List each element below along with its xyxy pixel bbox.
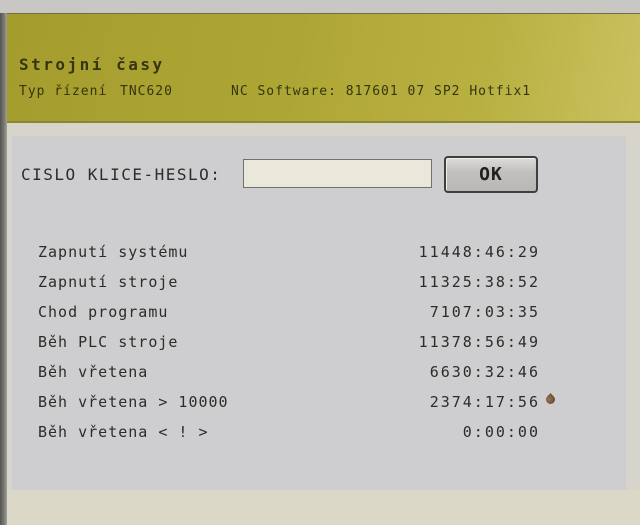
- control-type-label: Typ řízení: [19, 84, 108, 99]
- ok-button[interactable]: OK: [444, 156, 538, 193]
- time-row-value: 11378:56:49: [418, 333, 540, 351]
- nc-software-label: NC Software:: [231, 84, 337, 99]
- stain-droplet-icon: [544, 393, 557, 406]
- bottom-strip: [7, 490, 640, 525]
- nc-software-value: 817601 07 SP2 Hotfix1: [345, 84, 532, 99]
- left-bezel: [0, 13, 7, 525]
- table-row: Běh vřetena 6630:32:46: [12, 357, 626, 387]
- time-row-label: Chod programu: [38, 303, 169, 321]
- time-row-value: 6630:32:46: [429, 363, 540, 381]
- time-row-label: Zapnutí systému: [38, 243, 189, 261]
- header: Strojní časy Typ řízení TNC620 NC Softwa…: [7, 13, 640, 123]
- key-password-form: CISLO KLICE-HESLO: OK: [12, 136, 626, 206]
- nc-software-info: NC Software: 817601 07 SP2 Hotfix1: [231, 84, 531, 99]
- time-row-label: Běh vřetena < ! >: [38, 423, 209, 441]
- page-title: Strojní časy: [19, 55, 165, 74]
- time-row-label: Běh vřetena: [38, 363, 149, 381]
- time-row-value: 7107:03:35: [429, 303, 540, 321]
- key-password-input[interactable]: [243, 159, 432, 188]
- machine-times-list: Zapnutí systému 11448:46:29 Zapnutí stro…: [12, 237, 626, 447]
- table-row: Zapnutí stroje 11325:38:52: [12, 267, 626, 297]
- table-row: Chod programu 7107:03:35: [12, 297, 626, 327]
- table-row: Běh vřetena > 10000 2374:17:56: [12, 387, 626, 417]
- time-row-value: 2374:17:56: [429, 393, 540, 411]
- table-row: Běh PLC stroje 11378:56:49: [12, 327, 626, 357]
- top-bezel: [0, 0, 640, 13]
- time-row-value: 0:00:00: [462, 423, 540, 441]
- time-row-value: 11325:38:52: [418, 273, 540, 291]
- table-row: Zapnutí systému 11448:46:29: [12, 237, 626, 267]
- time-row-value: 11448:46:29: [418, 243, 540, 261]
- table-row: Běh vřetena < ! > 0:00:00: [12, 417, 626, 447]
- time-row-label: Běh vřetena > 10000: [38, 393, 229, 411]
- key-password-label: CISLO KLICE-HESLO:: [21, 165, 222, 184]
- header-subline: Typ řízení TNC620 NC Software: 817601 07…: [7, 84, 640, 102]
- time-row-label: Běh PLC stroje: [38, 333, 179, 351]
- machine-times-panel: CISLO KLICE-HESLO: OK Zapnutí systému 11…: [12, 136, 626, 490]
- time-row-label: Zapnutí stroje: [38, 273, 179, 291]
- control-type-value: TNC620: [120, 84, 173, 99]
